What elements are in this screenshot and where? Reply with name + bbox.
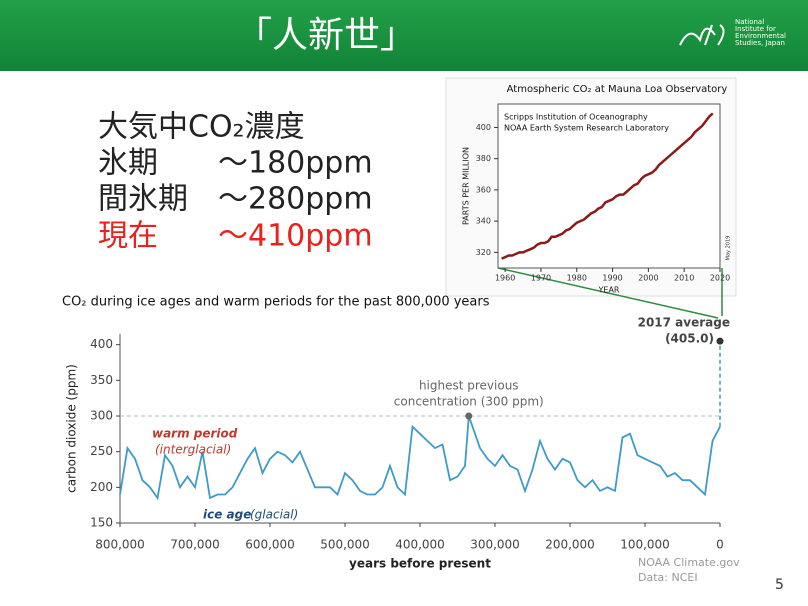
y-tick-label: 360 <box>476 185 491 194</box>
x-tick-label: 100,000 <box>620 538 670 552</box>
y-tick-label: 150 <box>90 516 113 530</box>
row-label: 氷期 <box>98 146 158 181</box>
x-tick-label: 2000 <box>638 274 658 283</box>
row-value: ～280ppm <box>218 182 373 217</box>
annotation: warm period <box>152 427 238 441</box>
y-tick-label: 380 <box>476 154 491 163</box>
annotation: (glacial) <box>250 508 298 522</box>
plot-frame <box>497 103 721 269</box>
x-axis-label: YEAR <box>598 286 620 295</box>
zoom-lines <box>497 267 723 319</box>
x-tick-label: 700,000 <box>170 538 220 552</box>
caption: CO₂ during ice ages and warm periods for… <box>62 295 490 310</box>
x-tick-label: 1970 <box>531 274 551 283</box>
chart-subtitle: Scripps Institution of Oceanography <box>504 113 648 122</box>
annotation: (interglacial) <box>155 443 231 457</box>
x-tick-label: 800,000 <box>95 538 145 552</box>
y-tick-label: 340 <box>476 217 491 226</box>
credit: Data: NCEI <box>638 571 698 584</box>
x-tick-label: 200,000 <box>545 538 595 552</box>
logo-line: National <box>735 18 764 26</box>
point-value-label: (405.0) <box>665 332 714 346</box>
annotation: ice age <box>203 508 251 522</box>
chart-subtitle: NOAA Earth System Research Laboratory <box>504 124 669 133</box>
logo-text: National Institute for Environmental Stu… <box>735 18 786 47</box>
y-tick-label: 400 <box>90 337 113 351</box>
slide-title: 「人新世」 <box>236 15 416 56</box>
header-band <box>0 0 808 71</box>
point-dot <box>716 337 724 345</box>
logo-line: Institute for <box>735 25 776 33</box>
peak-dot <box>465 412 473 420</box>
x-tick-label: 0 <box>716 538 724 552</box>
row-label: 現在 <box>98 219 158 254</box>
row-value: ～180ppm <box>218 146 373 181</box>
x-tick-label: 1980 <box>567 274 587 283</box>
x-tick-label: 1960 <box>495 274 515 283</box>
logo-line: Environmental <box>735 32 786 40</box>
y-tick-label: 250 <box>90 444 113 458</box>
data-line <box>501 112 714 260</box>
concentration-block: 大気中CO₂濃度 氷期 ～180ppm 間氷期 ～280ppm 現在 ～410p… <box>98 110 373 254</box>
x-axis-label: years before present <box>349 557 491 571</box>
x-tick-label: 300,000 <box>470 538 520 552</box>
chart-note: May 2019 <box>726 236 732 261</box>
point-label: 2017 average <box>638 316 730 330</box>
concentration-heading: 大気中CO₂濃度 <box>98 110 305 145</box>
page-number: 5 <box>775 577 784 593</box>
reference-label: highest previous <box>419 379 519 393</box>
x-tick-label: 1990 <box>602 274 622 283</box>
y-tick-label: 200 <box>90 480 113 494</box>
y-tick-label: 350 <box>90 373 113 387</box>
reference-label: concentration (300 ppm) <box>394 395 544 409</box>
logo-mark <box>679 24 725 46</box>
y-axis-label: PARTS PER MILLION <box>462 147 471 225</box>
row-label: 間氷期 <box>98 182 188 217</box>
row-value: ～410ppm <box>218 219 373 254</box>
x-tick-label: 500,000 <box>320 538 370 552</box>
data-line <box>119 415 721 501</box>
y-tick-label: 320 <box>476 248 491 257</box>
y-tick-label: 400 <box>476 123 491 132</box>
y-axis-label: carbon dioxide (ppm) <box>65 364 79 493</box>
logo-line: Studies, Japan <box>735 39 785 47</box>
x-tick-label: 2010 <box>674 274 694 283</box>
credit: NOAA Climate.gov <box>638 556 740 569</box>
chart-title: Atmospheric CO₂ at Mauna Loa Observatory <box>507 84 728 95</box>
y-tick-label: 300 <box>90 409 113 423</box>
x-tick-label: 400,000 <box>395 538 445 552</box>
x-tick-label: 600,000 <box>245 538 295 552</box>
x-tick-label: 2020 <box>710 274 730 283</box>
